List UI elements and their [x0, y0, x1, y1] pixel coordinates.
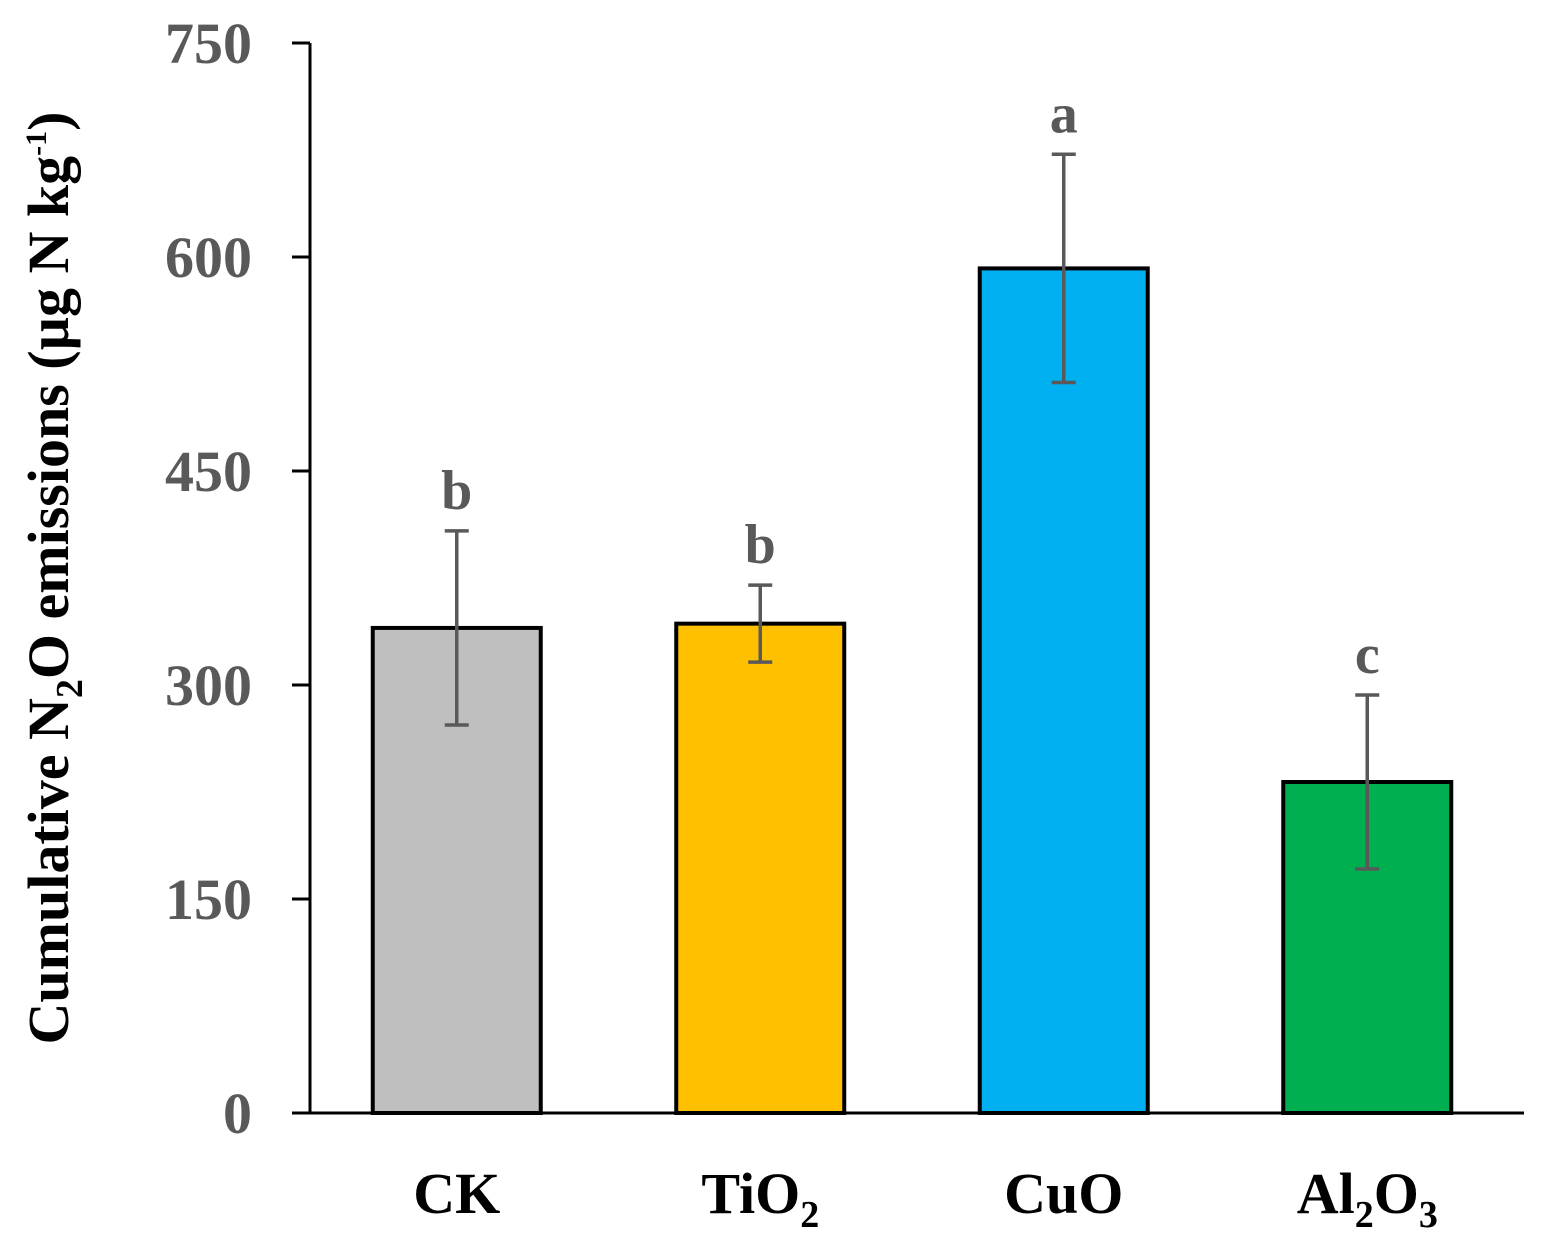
bar: [674, 621, 847, 1115]
bar-group: b: [674, 514, 847, 1115]
bar-group: c: [1281, 624, 1454, 1115]
y-tick-label: 0: [223, 1081, 252, 1146]
y-tick-label: 750: [165, 11, 252, 76]
significance-label: c: [1355, 624, 1380, 686]
x-axis: CK TiO2 CuO Al2O3: [310, 1111, 1524, 1236]
x-tick-label: CK: [413, 1161, 500, 1226]
y-axis-title: Cumulative N2O emissions (µg N kg-1): [16, 112, 91, 1045]
bars: b b a c: [370, 83, 1454, 1116]
bar-group: b: [370, 460, 543, 1116]
significance-label: b: [745, 514, 776, 576]
significance-label: b: [441, 460, 472, 522]
x-tick-label: TiO2: [701, 1161, 819, 1236]
y-tick-label: 450: [165, 439, 252, 504]
y-tick-label: 300: [165, 653, 252, 718]
bar: [977, 266, 1150, 1115]
y-tick-label: 150: [165, 867, 252, 932]
x-tick-label: Al2O3: [1297, 1161, 1438, 1236]
x-tick-label: CuO: [1004, 1161, 1123, 1226]
bar-group: a: [977, 83, 1150, 1115]
significance-label: a: [1050, 83, 1078, 145]
y-axis-title-text: Cumulative N2O emissions (µg N kg-1): [16, 112, 91, 1045]
y-tick-label: 600: [165, 225, 252, 290]
y-axis: 0 150 300 450 600 750: [165, 11, 312, 1146]
